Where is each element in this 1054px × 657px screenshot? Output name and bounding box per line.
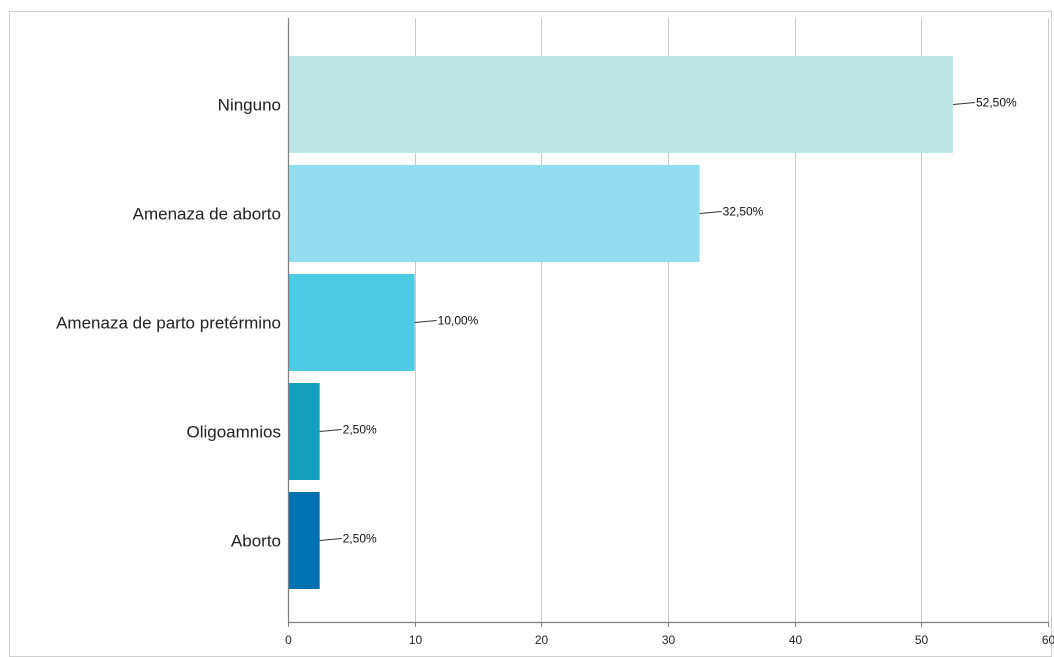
x-tick-label: 10 bbox=[409, 633, 423, 647]
category-labels: Ninguno Amenaza de aborto Amenaza de parto… bbox=[56, 96, 281, 551]
data-label-leader bbox=[319, 429, 342, 432]
data-label: 52,50% bbox=[976, 96, 1017, 110]
bars bbox=[288, 56, 953, 589]
data-label-leader bbox=[952, 102, 976, 105]
data-label: 2,50% bbox=[343, 423, 377, 437]
category-label: Oligoamnios bbox=[187, 423, 282, 442]
bar-aborto bbox=[288, 492, 320, 589]
data-label: 10,00% bbox=[438, 314, 479, 328]
bar-ninguno bbox=[288, 56, 953, 153]
data-label-leader bbox=[414, 320, 437, 323]
bar-oligoamnios bbox=[288, 383, 320, 480]
data-label: 32,50% bbox=[723, 205, 764, 219]
data-label-leader bbox=[699, 211, 722, 214]
bar-amenaza-de-parto-pretérmino bbox=[288, 274, 415, 371]
data-label-leader bbox=[319, 538, 342, 541]
x-tick-label: 60 bbox=[1042, 633, 1054, 647]
x-tick-label: 40 bbox=[789, 633, 803, 647]
x-tick-label: 50 bbox=[915, 633, 929, 647]
category-label: Aborto bbox=[231, 532, 281, 551]
data-labels: 52,50% 32,50% 10,00% 2,50% 2,50% bbox=[319, 96, 1017, 546]
category-label: Amenaza de parto pretérmino bbox=[56, 314, 281, 333]
x-tick-label: 30 bbox=[662, 633, 676, 647]
x-tick-label: 20 bbox=[535, 633, 549, 647]
x-axis: 0 10 20 30 40 50 60 bbox=[285, 18, 1054, 647]
x-tick-label: 0 bbox=[285, 633, 292, 647]
category-label: Ninguno bbox=[218, 96, 281, 115]
data-label: 2,50% bbox=[343, 532, 377, 546]
bar-amenaza-de-aborto bbox=[288, 165, 700, 262]
category-label: Amenaza de aborto bbox=[133, 205, 281, 224]
